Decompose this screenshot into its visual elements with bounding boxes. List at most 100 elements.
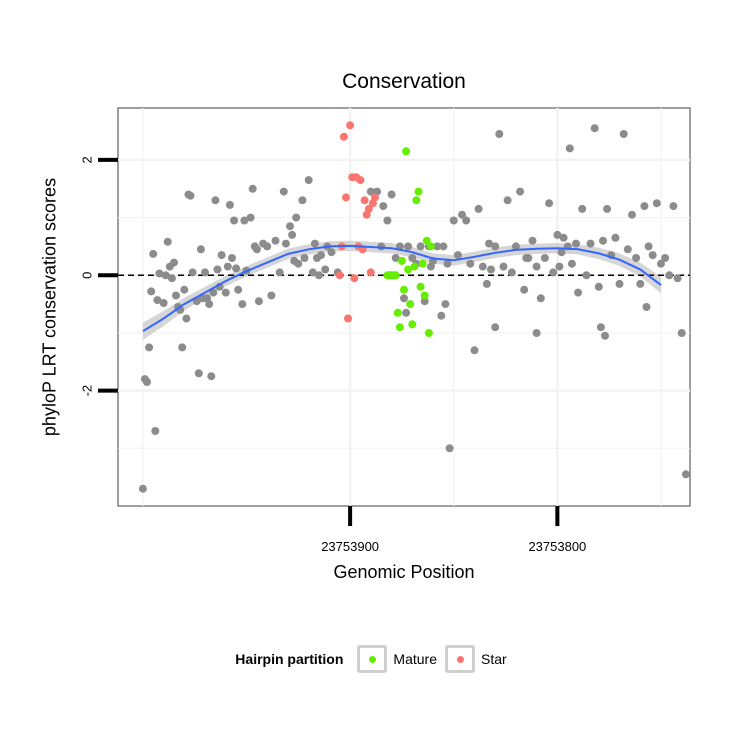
data-point-other — [559, 233, 568, 242]
data-point-mature — [420, 291, 429, 300]
legend-item-star: Star — [445, 645, 507, 673]
data-point-mature — [410, 262, 419, 271]
data-point-other — [138, 484, 147, 493]
data-point-other — [628, 210, 636, 219]
data-point-other — [275, 268, 284, 277]
data-point-other — [221, 288, 230, 297]
data-point-other — [252, 245, 261, 254]
data-point-star — [371, 193, 379, 202]
data-point-mature — [416, 282, 425, 291]
data-point-mature — [404, 265, 413, 274]
data-point-other — [437, 311, 446, 320]
data-point-mature — [408, 320, 417, 329]
data-point-other — [636, 279, 645, 288]
data-point-other — [263, 242, 272, 251]
data-point-other — [661, 254, 670, 262]
data-point-other — [294, 259, 303, 268]
data-point-other — [578, 204, 587, 213]
data-point-other — [549, 268, 558, 277]
data-point-other — [391, 254, 400, 262]
data-point-other — [383, 216, 392, 225]
data-point-other — [161, 271, 170, 280]
data-point-other — [615, 279, 624, 288]
legend-dot-mature — [368, 655, 376, 663]
data-point-other — [478, 262, 487, 271]
data-point-star — [360, 196, 369, 205]
data-point-other — [155, 269, 164, 278]
data-point-other — [586, 239, 595, 248]
data-point-other — [186, 191, 195, 200]
data-point-other — [246, 213, 255, 222]
data-point-other — [315, 271, 323, 280]
data-point-other — [516, 187, 525, 196]
data-point-other — [474, 204, 483, 213]
data-point-other — [248, 184, 257, 193]
x-tick-label: 23753800 — [528, 539, 586, 554]
data-point-other — [491, 323, 500, 332]
data-point-star — [356, 176, 365, 185]
data-point-other — [619, 130, 628, 138]
data-point-other — [555, 262, 564, 271]
data-point-other — [416, 242, 425, 251]
x-axis-label: Genomic Position — [333, 562, 475, 582]
data-point-mature — [397, 256, 406, 265]
data-point-other — [640, 202, 649, 211]
legend-dot-star — [456, 655, 464, 663]
data-point-mature — [412, 196, 421, 205]
data-point-other — [298, 196, 307, 205]
data-point-other — [327, 248, 336, 257]
data-point-other — [652, 199, 661, 208]
data-point-other — [207, 372, 216, 381]
confidence-band-area — [142, 240, 661, 340]
data-point-star — [366, 268, 375, 277]
data-point-other — [611, 233, 620, 242]
data-point-mature — [402, 147, 411, 156]
data-point-other — [213, 265, 222, 274]
data-point-other — [499, 262, 508, 271]
data-point-other — [557, 248, 566, 257]
data-point-other — [601, 331, 609, 340]
data-point-other — [201, 268, 209, 277]
data-point-other — [553, 230, 562, 239]
data-point-other — [648, 251, 657, 260]
data-point-other — [528, 236, 537, 245]
data-point-mature — [406, 300, 415, 309]
data-point-other — [404, 242, 413, 251]
data-point-other — [147, 287, 156, 296]
data-point-star — [335, 271, 344, 280]
data-point-other — [281, 239, 290, 248]
data-point-other — [402, 308, 411, 317]
data-point-other — [453, 251, 462, 260]
data-point-other — [217, 251, 226, 260]
chart-title: Conservation — [342, 70, 466, 93]
data-point-other — [238, 300, 247, 309]
data-point-mature — [393, 308, 402, 317]
data-point-other — [545, 199, 554, 208]
data-point-other — [540, 254, 549, 262]
data-point-other — [379, 202, 388, 211]
data-point-other — [565, 144, 574, 153]
data-point-other — [153, 296, 162, 305]
data-point-other — [209, 288, 218, 297]
data-point-other — [441, 300, 450, 309]
data-point-other — [286, 222, 294, 231]
legend-label-star: Star — [481, 651, 507, 667]
data-point-other — [170, 258, 178, 267]
data-point-other — [665, 271, 674, 280]
data-point-other — [279, 187, 288, 196]
data-point-other — [596, 323, 605, 332]
data-point-other — [182, 314, 191, 323]
data-point-other — [151, 427, 160, 435]
data-point-other — [632, 254, 641, 262]
plot-panel — [117, 107, 691, 507]
x-tick-label: 23753900 — [321, 539, 379, 554]
data-point-other — [163, 237, 172, 246]
data-point-other — [308, 268, 317, 277]
data-point-mature — [414, 187, 423, 196]
data-point-mature — [391, 271, 400, 280]
data-point-other — [503, 196, 512, 205]
data-point-other — [292, 213, 301, 222]
y-tick-label: 2 — [80, 156, 95, 163]
data-point-other — [439, 242, 448, 251]
